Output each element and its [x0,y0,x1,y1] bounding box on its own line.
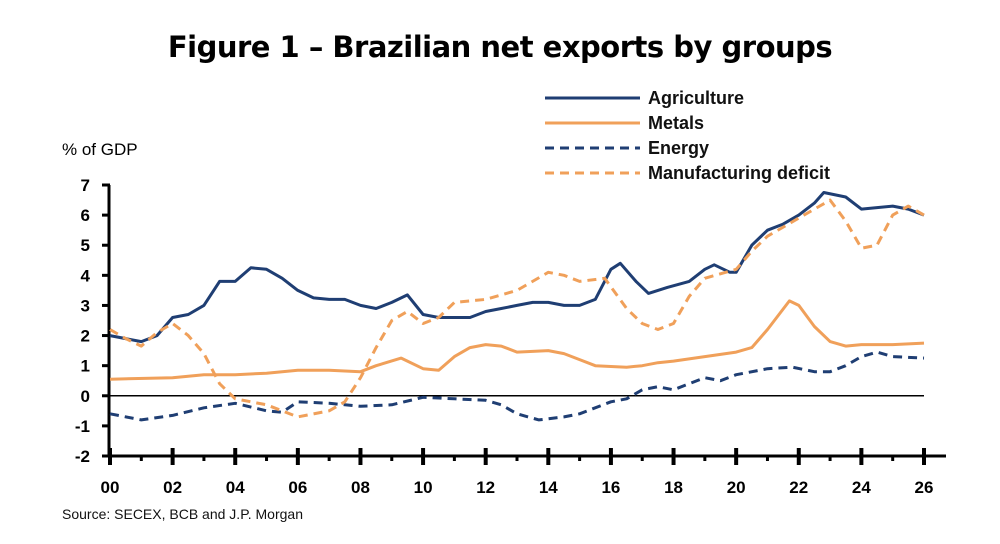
legend-label: Energy [648,138,709,158]
series-line-agriculture [109,191,925,344]
x-tick-label: 04 [226,478,245,497]
x-tick-label: 18 [664,478,683,497]
x-tick-label: 20 [727,478,746,497]
x-tick-label: 00 [101,478,120,497]
x-tick-label: 06 [288,478,307,497]
series-line-metals [109,299,925,381]
y-tick-label: 7 [81,176,90,195]
series-line-manufacturing-deficit [109,198,925,419]
x-tick-label: 02 [163,478,182,497]
series-line-energy [109,350,925,422]
y-tick-label: 1 [81,357,90,376]
x-tick-label: 16 [601,478,620,497]
chart-title: Figure 1 – Brazilian net exports by grou… [167,30,833,64]
legend-label: Manufacturing deficit [648,163,830,183]
y-tick-label: 6 [81,206,90,225]
x-tick-label: 08 [351,478,370,497]
source-note: Source: SECEX, BCB and J.P. Morgan [62,506,303,522]
legend-label: Metals [648,113,704,133]
y-tick-label: -2 [75,447,90,466]
x-tick-label: 24 [852,478,871,497]
y-tick-label: 2 [81,327,90,346]
x-tick-label: 10 [414,478,433,497]
y-tick-label: 0 [81,387,90,406]
y-tick-label: 3 [81,296,90,315]
y-tick-label: -1 [75,417,90,436]
x-tick-label: 22 [789,478,808,497]
x-tick-label: 14 [539,478,558,497]
x-tick-label: 12 [476,478,495,497]
legend-label: Agriculture [648,88,744,108]
y-tick-label: 4 [81,266,91,285]
y-tick-label: 5 [81,236,90,255]
x-tick-label: 26 [915,478,934,497]
y-axis-label: % of GDP [62,140,138,159]
